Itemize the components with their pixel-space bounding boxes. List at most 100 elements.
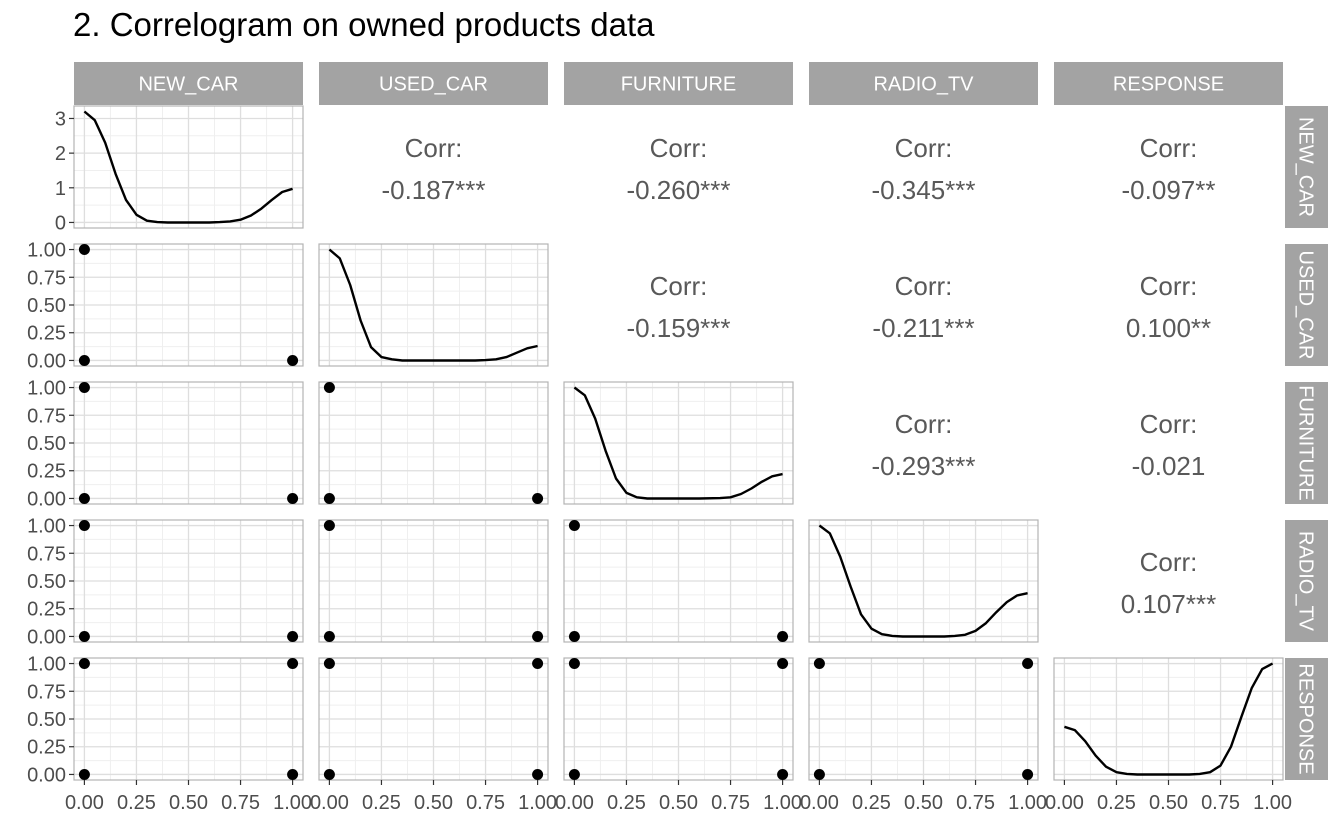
strip-top-furniture <box>564 62 793 105</box>
strip-top-label-used-car: USED_CAR <box>379 74 488 96</box>
scatter-point-response-new-car <box>78 658 90 670</box>
density-line-used-car <box>328 248 538 362</box>
scatter-point-response-radio-tv <box>813 768 825 780</box>
y-tick-label: 0.00 <box>27 764 66 786</box>
strip-right-label-furniture: FURNITURE <box>1295 385 1317 501</box>
scatter-point-response-new-car <box>287 658 299 670</box>
scatter-point-furniture-used-car <box>532 492 544 504</box>
scatter-point-furniture-used-car <box>323 492 335 504</box>
x-tick-label: 0.75 <box>221 792 260 814</box>
scatter-point-radio-tv-furniture <box>568 630 580 642</box>
corr-value-new-car-response: -0.097** <box>1122 175 1216 205</box>
x-tick-label: 0.00 <box>555 792 594 814</box>
strip-right-label-used-car: USED_CAR <box>1295 251 1317 360</box>
x-tick-label: 0.00 <box>65 792 104 814</box>
y-tick-label: 0.75 <box>27 681 66 703</box>
y-tick-label: 0.00 <box>27 350 66 372</box>
panel-border <box>318 243 549 367</box>
scatter-point-response-used-car <box>323 768 335 780</box>
scatter-point-response-new-car <box>78 768 90 780</box>
panel-border <box>563 519 794 643</box>
scatter-point-response-furniture <box>568 768 580 780</box>
x-tick-label: 0.75 <box>956 792 995 814</box>
x-tick-label: 0.00 <box>1045 792 1084 814</box>
x-tick-label: 1.00 <box>763 792 802 814</box>
y-tick-label: 2 <box>55 143 66 165</box>
strip-top-label-new-car: NEW_CAR <box>138 74 238 96</box>
strip-right-new-car <box>1285 106 1328 228</box>
x-tick-label: 0.25 <box>362 792 401 814</box>
y-tick-label: 0.50 <box>27 709 66 731</box>
scatter-point-radio-tv-used-car <box>323 630 335 642</box>
strip-top-used-car <box>319 62 548 105</box>
panel-border <box>73 105 304 229</box>
y-tick-label: 0.00 <box>27 626 66 648</box>
density-line-new-car <box>83 110 293 224</box>
x-tick-label: 0.50 <box>904 792 943 814</box>
y-tick-label: 0.75 <box>27 267 66 289</box>
strip-right-radio-tv <box>1285 520 1328 642</box>
y-tick-label: 1.00 <box>27 654 66 676</box>
corr-label-new-car-response: Corr: <box>1140 133 1198 163</box>
strip-right-response <box>1285 658 1328 780</box>
scatter-point-response-furniture <box>568 658 580 670</box>
scatter-point-response-used-car <box>323 658 335 670</box>
scatter-point-radio-tv-furniture <box>568 520 580 532</box>
corr-label-furniture-radio-tv: Corr: <box>895 409 953 439</box>
scatter-point-response-used-car <box>532 658 544 670</box>
x-tick-label: 0.50 <box>1149 792 1188 814</box>
scatter-point-response-furniture <box>777 658 789 670</box>
scatter-point-response-new-car <box>287 768 299 780</box>
strip-top-label-furniture: FURNITURE <box>621 74 737 96</box>
y-tick-label: 1.00 <box>27 378 66 400</box>
y-tick-label: 0.50 <box>27 571 66 593</box>
y-tick-label: 3 <box>55 108 66 130</box>
corr-value-new-car-used-car: -0.187*** <box>381 175 485 205</box>
density-line-furniture <box>573 386 783 500</box>
corr-value-radio-tv-response: 0.107*** <box>1121 589 1216 619</box>
y-tick-label: 1.00 <box>27 516 66 538</box>
density-line-radio-tv <box>818 524 1028 638</box>
scatter-point-response-used-car <box>532 768 544 780</box>
corr-label-used-car-response: Corr: <box>1140 271 1198 301</box>
x-tick-label: 0.00 <box>800 792 839 814</box>
strip-top-response <box>1054 62 1283 105</box>
x-tick-label: 1.00 <box>1008 792 1047 814</box>
corr-label-used-car-radio-tv: Corr: <box>895 271 953 301</box>
scatter-point-radio-tv-used-car <box>323 520 335 532</box>
corr-label-new-car-furniture: Corr: <box>650 133 708 163</box>
y-tick-label: 0.75 <box>27 543 66 565</box>
y-tick-label: 0.50 <box>27 433 66 455</box>
x-tick-label: 1.00 <box>273 792 312 814</box>
x-tick-label: 0.25 <box>1097 792 1136 814</box>
x-tick-label: 0.75 <box>1201 792 1240 814</box>
panel-border <box>563 381 794 505</box>
scatter-point-response-furniture <box>777 768 789 780</box>
strip-right-label-new-car: NEW_CAR <box>1295 117 1317 217</box>
corr-label-new-car-used-car: Corr: <box>405 133 463 163</box>
strip-right-used-car <box>1285 244 1328 366</box>
x-tick-label: 0.25 <box>852 792 891 814</box>
x-tick-label: 0.75 <box>466 792 505 814</box>
scatter-point-furniture-used-car <box>323 382 335 394</box>
corr-value-used-car-response: 0.100** <box>1126 313 1211 343</box>
strip-right-label-radio-tv: RADIO_TV <box>1295 531 1317 632</box>
density-line-response <box>1064 662 1274 776</box>
x-tick-label: 0.50 <box>659 792 698 814</box>
y-tick-label: 0.00 <box>27 488 66 510</box>
scatter-point-response-radio-tv <box>1022 658 1034 670</box>
scatter-point-used-car-new-car <box>78 244 90 256</box>
panel-border <box>808 519 1039 643</box>
corr-value-furniture-radio-tv: -0.293*** <box>871 451 975 481</box>
strip-top-radio-tv <box>809 62 1038 105</box>
corr-value-used-car-furniture: -0.159*** <box>626 313 730 343</box>
corr-label-radio-tv-response: Corr: <box>1140 547 1198 577</box>
y-tick-label: 0.25 <box>27 461 66 483</box>
scatter-point-radio-tv-used-car <box>532 630 544 642</box>
y-tick-label: 0 <box>55 212 66 234</box>
scatter-point-response-radio-tv <box>813 658 825 670</box>
corr-value-used-car-radio-tv: -0.211*** <box>872 313 974 343</box>
scatter-point-radio-tv-furniture <box>777 630 789 642</box>
corr-label-furniture-response: Corr: <box>1140 409 1198 439</box>
x-tick-label: 0.50 <box>414 792 453 814</box>
